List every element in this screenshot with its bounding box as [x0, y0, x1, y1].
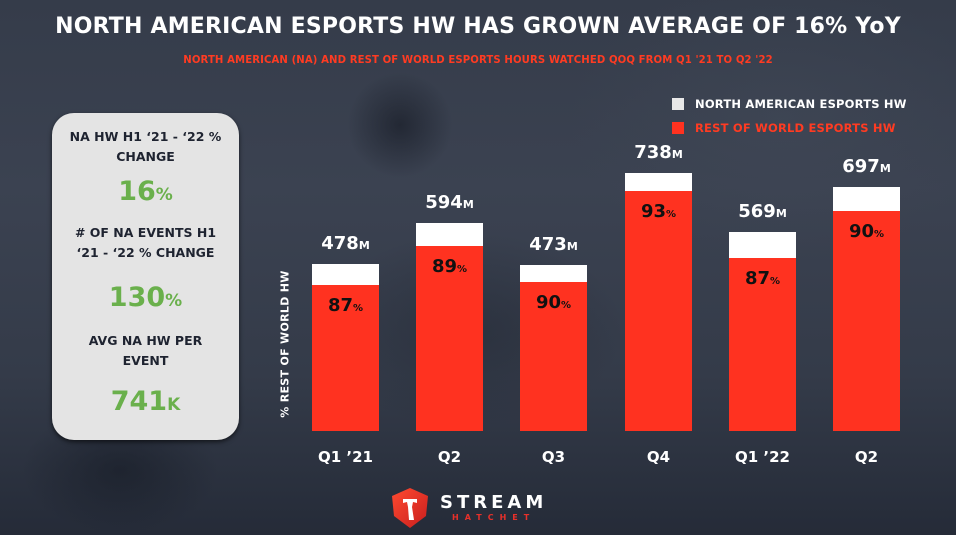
bar-total-label: 738M: [605, 141, 712, 165]
bar-segment-na: [312, 263, 379, 286]
bar-percent-label: 87%: [729, 267, 796, 292]
stat-label-avg-na-hw: AVG NA HW PER EVENT: [52, 331, 239, 371]
stat-unit: %: [165, 291, 183, 311]
bar-total-label: 569M: [709, 200, 816, 224]
stat-value-na-hw-change: 16%: [52, 177, 239, 210]
bar-percent-label: 90%: [833, 222, 900, 245]
bar-percent-value: 89: [431, 255, 458, 277]
logo-main-text: STREAM: [440, 492, 548, 513]
stat-number: 741: [110, 386, 168, 417]
stat-label-line: EVENT: [122, 353, 169, 368]
stat-label-line: # OF NA EVENTS H1: [74, 225, 217, 240]
bar-percent-unit: %: [770, 275, 781, 287]
bar-segment-rest-of-world: [312, 285, 379, 431]
stat-value-na-events-change: 130%: [52, 283, 239, 316]
bar-total-value: 569: [738, 200, 776, 222]
bar-total-unit: M: [462, 198, 474, 212]
logo-text: STREAM HATCHET: [440, 493, 547, 523]
stat-unit: K: [167, 395, 181, 415]
bar-percent-unit: %: [666, 208, 677, 220]
bar-total-unit: M: [566, 240, 578, 254]
bar-total-value: 594: [425, 192, 463, 214]
bar-percent-value: 87: [744, 267, 771, 289]
bar-segment-na: [625, 172, 692, 191]
hatchet-logo-icon: [392, 488, 428, 528]
stats-card: NA HW H1 ‘21 - ‘22 % CHANGE 16% # OF NA …: [52, 113, 239, 440]
bar-segment-rest-of-world: [833, 211, 900, 431]
bar-total-label: 697M: [813, 157, 920, 179]
bar-percent-unit: %: [874, 229, 885, 241]
bar-total-value: 738: [634, 141, 672, 163]
bar-percent-unit: %: [561, 300, 572, 311]
stat-number: 16: [118, 176, 156, 207]
stat-label-na-events-change: # OF NA EVENTS H1 ‘21 - ‘22 % CHANGE: [52, 223, 239, 263]
bar-total-label: 473M: [500, 235, 607, 257]
bar-segment-na: [729, 231, 796, 258]
bar-segment-rest-of-world: [416, 245, 483, 431]
bar-percent-label: 93%: [625, 200, 692, 225]
stat-label-line: ‘21 - ‘22 % CHANGE: [76, 245, 215, 260]
bar-segment-na: [416, 223, 483, 246]
stat-label-line: NA HW H1 ‘21 - ‘22 %: [69, 129, 222, 144]
bar-percent-label: 87%: [312, 296, 379, 319]
bar-total-value: 473: [529, 234, 567, 256]
logo-sub-text: HATCHET: [452, 513, 536, 522]
bar-percent-unit: %: [353, 303, 364, 315]
bar-total-unit: M: [671, 147, 683, 161]
bar-percent-unit: %: [457, 263, 468, 275]
bar-percent-value: 87: [327, 295, 354, 317]
bar-percent-label: 90%: [520, 293, 587, 316]
x-tick-label: Q4: [646, 448, 671, 466]
bar-percent-value: 90: [535, 292, 562, 313]
legend-swatch-row: [672, 122, 684, 134]
stat-label-line: AVG NA HW PER: [88, 333, 203, 348]
x-tick-label: Q1 ’21: [318, 448, 373, 466]
legend-item-row: REST OF WORLD ESPORTS HW: [672, 116, 907, 140]
bar-total-unit: M: [879, 162, 891, 176]
bar-total-label: 478M: [292, 232, 399, 256]
bar-segment-rest-of-world: [625, 190, 692, 431]
bar-segment-na: [833, 187, 900, 212]
bar-percent-label: 89%: [416, 255, 483, 280]
bar-segment-rest-of-world: [520, 282, 587, 431]
bar-percent-value: 90: [848, 221, 875, 243]
legend-label-na: NORTH AMERICAN ESPORTS HW: [695, 97, 907, 111]
bar-segment-na: [520, 265, 587, 282]
bar-total-value: 697: [842, 156, 880, 178]
bar-total-unit: M: [775, 206, 787, 220]
bar-segment-rest-of-world: [729, 257, 796, 431]
x-tick-label: Q2: [854, 448, 879, 466]
x-tick-label: Q2: [437, 448, 462, 466]
bar-total-label: 594M: [396, 193, 503, 215]
bar-percent-value: 93: [640, 200, 667, 222]
bar-total-value: 478: [321, 232, 359, 254]
bar-total-unit: M: [358, 238, 370, 252]
x-tick-label: Q1 ’22: [735, 448, 790, 466]
stat-number: 130: [108, 282, 166, 313]
legend-swatch-na: [672, 98, 684, 110]
chart-subtitle: NORTH AMERICAN (NA) AND REST OF WORLD ES…: [183, 53, 773, 66]
x-tick-label: Q3: [541, 448, 566, 466]
legend-label-row: REST OF WORLD ESPORTS HW: [695, 121, 896, 135]
legend-item-na: NORTH AMERICAN ESPORTS HW: [672, 92, 907, 116]
stream-hatchet-logo: STREAM HATCHET: [388, 486, 547, 530]
stat-label-na-hw-change: NA HW H1 ‘21 - ‘22 % CHANGE: [52, 127, 239, 167]
stat-value-avg-na-hw: 741K: [52, 387, 239, 420]
stat-unit: %: [155, 185, 173, 205]
legend: NORTH AMERICAN ESPORTS HW REST OF WORLD …: [672, 92, 907, 140]
stat-label-line: CHANGE: [116, 149, 175, 164]
chart-title: NORTH AMERICAN ESPORTS HW HAS GROWN AVER…: [55, 14, 901, 39]
